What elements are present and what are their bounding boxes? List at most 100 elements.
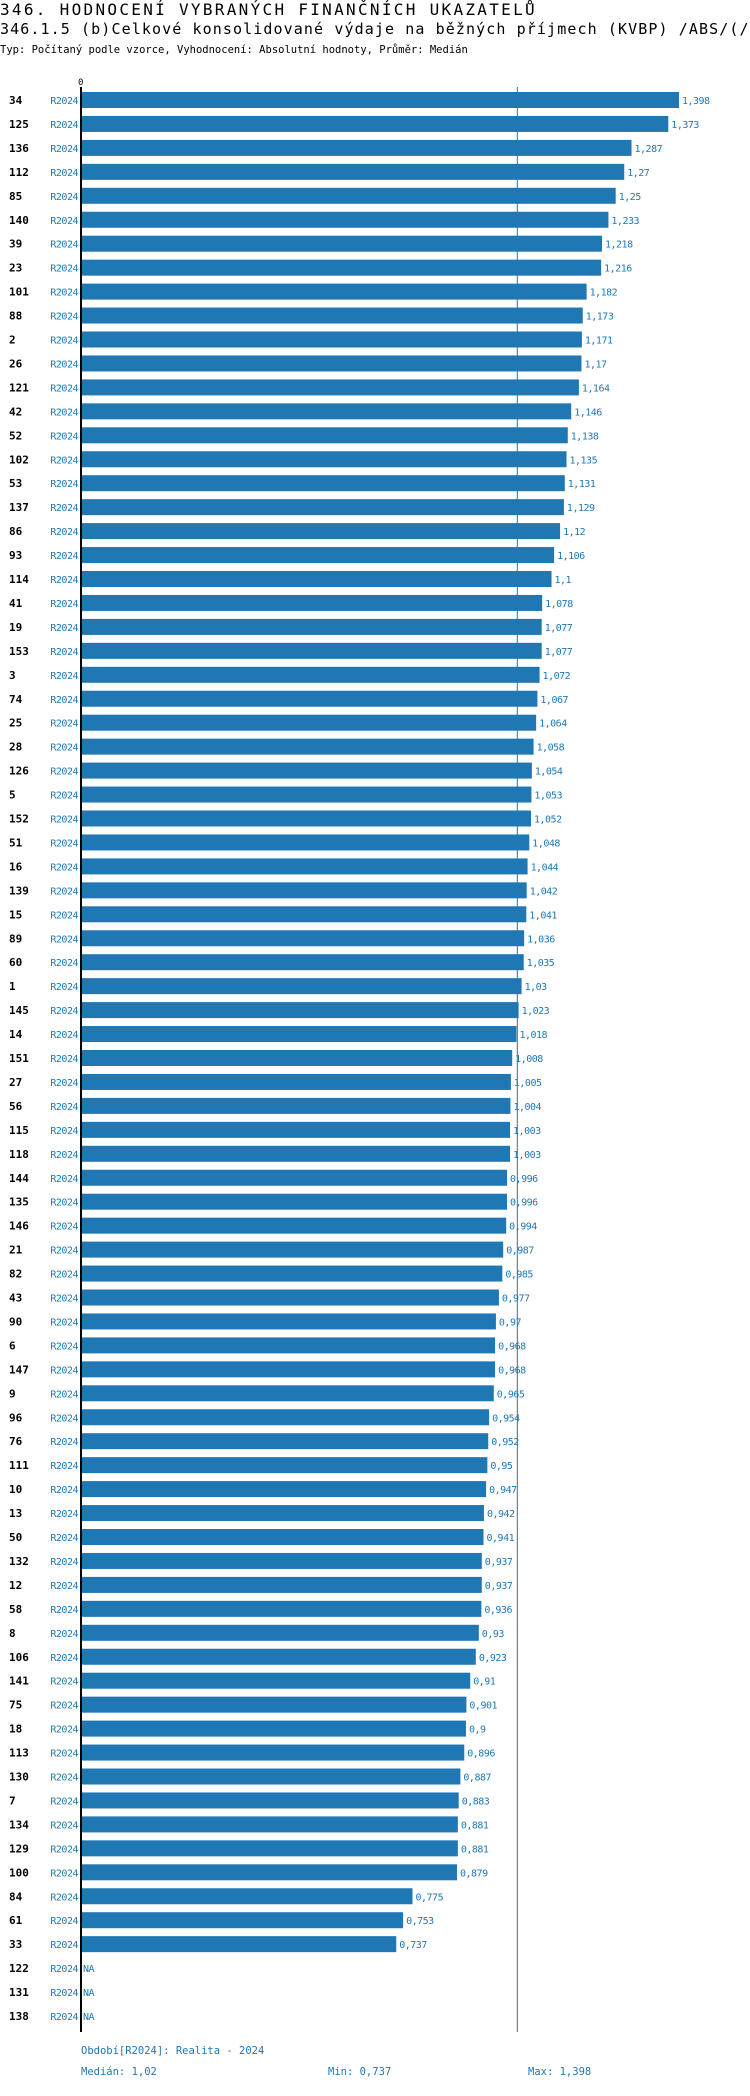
row-period-label: R2024	[50, 1485, 78, 1496]
row-period-label: R2024	[50, 1701, 78, 1712]
row-id-label: 152	[9, 813, 29, 826]
row-period-label: R2024	[50, 1749, 78, 1760]
row-id-label: 134	[9, 1818, 29, 1831]
row-period-label: R2024	[50, 1341, 78, 1352]
value-label: 1,233	[611, 216, 639, 227]
value-label: 1,003	[513, 1126, 541, 1137]
value-label: 0,937	[485, 1581, 513, 1592]
bar	[81, 523, 561, 540]
bar	[81, 451, 567, 468]
row-id-label: 140	[9, 214, 29, 227]
bar	[81, 1792, 459, 1809]
bar	[81, 547, 555, 564]
row-period-label: R2024	[50, 1246, 78, 1257]
bar	[81, 307, 583, 324]
value-label: 0,996	[510, 1198, 538, 1209]
row-id-label: 151	[9, 1052, 29, 1065]
row-id-label: 146	[9, 1220, 29, 1233]
row-id-label: 144	[9, 1172, 29, 1185]
bar	[81, 259, 602, 276]
row-id-label: 41	[9, 597, 23, 610]
row-id-label: 126	[9, 765, 29, 778]
row-id-label: 121	[9, 381, 29, 394]
row-id-label: 125	[9, 118, 29, 131]
row-id-label: 76	[9, 1435, 23, 1448]
row-period-label: R2024	[50, 96, 78, 107]
bar	[81, 1337, 496, 1354]
value-label: 1,27	[627, 168, 650, 179]
value-label: 1,058	[537, 743, 565, 754]
row-id-label: 135	[9, 1196, 29, 1209]
value-label: 1,1	[555, 575, 572, 586]
row-id-label: 129	[9, 1842, 29, 1855]
row-id-label: 112	[9, 166, 29, 179]
value-label: 1,067	[540, 695, 568, 706]
row-id-label: 113	[9, 1747, 29, 1760]
row-id-label: 137	[9, 501, 29, 514]
row-period-label: R2024	[50, 1437, 78, 1448]
row-period-label: R2024	[50, 168, 78, 179]
row-period-label: R2024	[50, 815, 78, 826]
row-period-label: R2024	[50, 240, 78, 251]
bar	[81, 163, 625, 180]
bar	[81, 858, 528, 875]
value-label: 0,977	[502, 1294, 530, 1305]
bar	[81, 1050, 513, 1066]
value-label: 1,023	[522, 1006, 550, 1017]
value-label: 1,077	[545, 647, 573, 658]
row-id-label: 75	[9, 1699, 22, 1712]
value-label: 1,054	[535, 767, 563, 778]
bar	[81, 738, 534, 755]
bar	[81, 978, 522, 995]
row-id-label: 18	[9, 1723, 22, 1736]
bar	[81, 1696, 467, 1713]
value-label: 1,048	[532, 838, 560, 849]
value-label: 0,936	[484, 1605, 512, 1616]
row-period-label: R2024	[50, 1150, 78, 1161]
row-period-label: R2024	[50, 623, 78, 634]
row-period-label: R2024	[50, 575, 78, 586]
row-period-label: R2024	[50, 359, 78, 370]
value-label: 0,881	[461, 1844, 489, 1855]
row-period-label: R2024	[50, 982, 78, 993]
row-period-label: R2024	[50, 743, 78, 754]
row-period-label: R2024	[50, 1102, 78, 1113]
bar	[81, 666, 540, 683]
value-label: 1,12	[563, 527, 586, 538]
value-label: 0,994	[509, 1222, 537, 1233]
value-label: 1,138	[571, 431, 599, 442]
row-id-label: 139	[9, 884, 29, 897]
row-id-label: 61	[9, 1914, 23, 1927]
bar	[81, 1169, 508, 1186]
value-label: 0,968	[498, 1365, 526, 1376]
bar	[81, 1576, 482, 1593]
row-period-label: R2024	[50, 431, 78, 442]
row-period-label: R2024	[50, 383, 78, 394]
row-period-label: R2024	[50, 1988, 78, 1999]
bar	[81, 427, 568, 444]
value-label: 1,052	[534, 815, 562, 826]
row-id-label: 14	[9, 1028, 23, 1041]
indicator-title: 346.1.5 (b)Celkové konsolidované výdaje …	[0, 20, 750, 38]
row-period-label: R2024	[50, 1006, 78, 1017]
row-id-label: 8	[9, 1627, 16, 1640]
bar	[81, 1026, 517, 1043]
value-label: 1,135	[570, 455, 598, 466]
row-id-label: 3	[9, 669, 16, 682]
row-period-label: R2024	[50, 1509, 78, 1520]
row-id-label: 34	[9, 94, 23, 107]
value-label: 0,901	[469, 1701, 497, 1712]
value-label: 0,93	[482, 1629, 505, 1640]
bar	[81, 1313, 496, 1330]
value-label: 0,753	[406, 1916, 434, 1927]
bar	[81, 810, 531, 827]
row-id-label: 118	[9, 1148, 29, 1161]
row-period-label: R2024	[50, 1461, 78, 1472]
bar	[81, 571, 552, 587]
bar	[81, 1888, 413, 1905]
row-period-label: R2024	[50, 2012, 78, 2023]
row-id-label: 13	[9, 1507, 22, 1520]
value-label: 1,004	[513, 1102, 541, 1113]
value-label: 0,996	[510, 1174, 538, 1185]
